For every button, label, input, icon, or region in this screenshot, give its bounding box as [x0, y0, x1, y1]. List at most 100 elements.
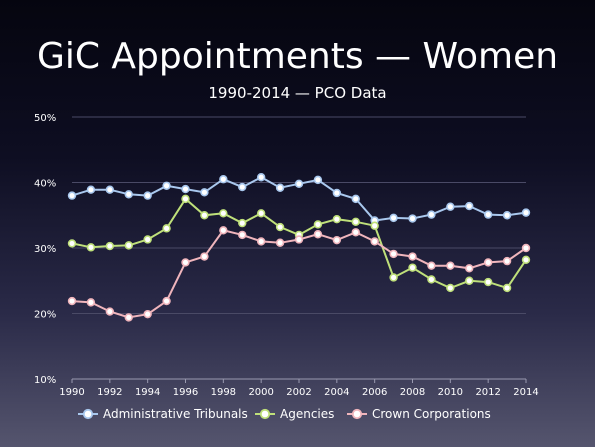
data-point	[256, 209, 266, 218]
data-point	[181, 194, 190, 204]
data-point	[124, 313, 133, 322]
data-point	[446, 202, 455, 211]
data-point	[294, 235, 304, 244]
data-point	[219, 226, 228, 235]
x-tick-label: 2002	[286, 387, 311, 398]
data-point	[465, 264, 474, 273]
data-point	[332, 235, 342, 245]
legend-label: Administrative Tribunals	[103, 407, 248, 421]
x-tick-label: 2014	[513, 387, 538, 398]
data-point	[502, 211, 512, 220]
data-point	[389, 273, 398, 282]
data-point	[238, 218, 247, 228]
data-point	[143, 235, 152, 244]
data-point	[483, 277, 493, 287]
x-tick-label: 1990	[59, 387, 84, 398]
data-point	[408, 263, 417, 272]
x-tick-label: 2008	[400, 387, 425, 398]
data-point	[275, 238, 285, 247]
data-point	[351, 228, 360, 237]
x-tick-label: 1996	[173, 387, 198, 398]
data-point	[427, 210, 436, 219]
data-point	[86, 243, 96, 252]
x-tick-label: 2004	[324, 387, 349, 398]
data-point	[502, 256, 512, 266]
data-point	[86, 298, 96, 307]
y-tick-label: 50%	[34, 113, 56, 124]
data-point	[86, 185, 96, 194]
data-point	[67, 296, 77, 306]
data-point	[313, 230, 323, 239]
x-tick-label: 2012	[475, 387, 500, 398]
chart-title: GiC Appointments — Women	[36, 36, 559, 77]
y-tick-label: 30%	[34, 244, 56, 255]
data-point	[408, 252, 417, 261]
data-point	[219, 175, 228, 184]
data-point	[162, 296, 171, 306]
data-point	[200, 188, 209, 197]
x-tick-label: 1998	[211, 387, 236, 398]
data-point	[67, 239, 77, 248]
data-point	[256, 237, 266, 246]
data-point	[67, 191, 77, 200]
x-tick-label: 1992	[97, 387, 122, 398]
data-point	[313, 175, 323, 185]
legend-label: Agencies	[280, 407, 334, 421]
data-point	[275, 222, 285, 232]
data-point	[105, 307, 115, 316]
data-point	[483, 210, 493, 219]
legend-swatch-marker	[259, 408, 271, 420]
data-point	[389, 249, 398, 259]
data-point	[124, 190, 133, 199]
data-point	[521, 208, 531, 217]
data-point	[408, 214, 417, 223]
data-point	[124, 241, 133, 250]
data-point	[370, 237, 379, 246]
data-point	[181, 184, 190, 194]
data-point	[200, 211, 209, 220]
y-tick-label: 20%	[34, 310, 56, 321]
data-point	[238, 182, 247, 192]
x-tick-label: 1994	[135, 387, 160, 398]
data-point	[446, 261, 455, 270]
data-point	[351, 217, 360, 227]
legend-swatch-marker	[351, 408, 363, 420]
data-point	[105, 241, 115, 251]
data-point	[294, 179, 304, 189]
x-tick-label: 2000	[248, 387, 273, 398]
data-point	[200, 252, 209, 261]
data-point	[238, 230, 247, 240]
data-point	[427, 275, 436, 284]
data-point	[332, 214, 342, 224]
data-point	[521, 255, 531, 264]
legend-swatch-marker	[82, 408, 94, 420]
data-point	[427, 261, 436, 270]
data-point	[162, 181, 171, 190]
data-point	[143, 309, 152, 319]
data-point	[105, 185, 115, 194]
x-tick-label: 2010	[438, 387, 463, 398]
data-point	[465, 276, 474, 285]
data-point	[351, 194, 360, 204]
data-point	[521, 243, 531, 253]
data-point	[313, 220, 323, 229]
x-tick-label: 2006	[362, 387, 387, 398]
y-tick-label: 10%	[34, 375, 56, 386]
chart-subtitle: 1990-2014 — PCO Data	[208, 84, 387, 102]
data-point	[446, 283, 455, 293]
data-point	[181, 258, 190, 267]
data-point	[162, 224, 171, 233]
data-point	[483, 258, 493, 267]
data-point	[502, 283, 512, 293]
legend-label: Crown Corporations	[372, 407, 491, 421]
data-point	[389, 213, 398, 223]
y-tick-label: 40%	[34, 179, 56, 190]
data-point	[370, 221, 379, 230]
data-point	[256, 173, 266, 182]
data-point	[465, 201, 474, 211]
data-point	[275, 183, 285, 192]
data-point	[332, 188, 342, 198]
data-point	[219, 209, 228, 218]
data-point	[143, 191, 152, 200]
